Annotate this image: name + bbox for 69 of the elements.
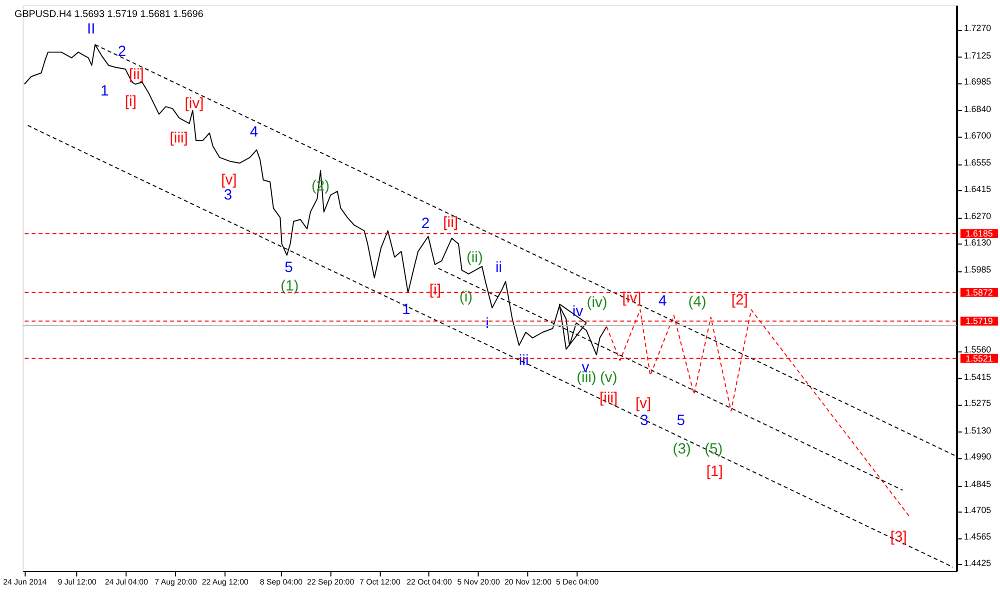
x-tick-label: 7 Oct 12:00 bbox=[359, 577, 401, 586]
y-tick-label: 1.5130 bbox=[964, 425, 992, 436]
ref-line-label: 1.6185 bbox=[966, 228, 993, 239]
annotation: [v] bbox=[221, 172, 237, 189]
y-tick-label: 1.7270 bbox=[964, 23, 992, 34]
x-tick-label: 24 Jun 2014 bbox=[3, 577, 48, 586]
annotation: 2 bbox=[118, 44, 126, 60]
y-tick-label: 1.5415 bbox=[964, 372, 992, 382]
annotation: 5 bbox=[284, 260, 293, 276]
annotation: (5) bbox=[704, 441, 723, 458]
y-tick-label: 1.4425 bbox=[964, 558, 992, 568]
ref-line-label: 1.5719 bbox=[966, 316, 993, 326]
annotation: 5 bbox=[676, 412, 686, 429]
y-tick-label: 1.6700 bbox=[964, 130, 992, 140]
annotation: 4 bbox=[250, 124, 258, 141]
chart-title: GBPUSD.H4 1.5693 1.5719 1.5681 1.5696 bbox=[14, 9, 204, 20]
annotation: (ii) bbox=[466, 250, 483, 266]
annotation: [ii] bbox=[129, 66, 144, 83]
ref-line-label: 1.5521 bbox=[966, 353, 993, 364]
y-tick-label: 1.6130 bbox=[964, 237, 992, 248]
annotation: [2] bbox=[731, 292, 748, 308]
y-tick-label: 1.6270 bbox=[964, 211, 992, 222]
annotation: ii bbox=[495, 260, 502, 276]
x-tick-label: 22 Sep 20:00 bbox=[307, 577, 355, 586]
annotation: [3] bbox=[890, 530, 907, 546]
y-tick-label: 1.5275 bbox=[964, 398, 992, 408]
annotation: (3) bbox=[672, 441, 691, 458]
annotation: [iii] bbox=[170, 130, 188, 147]
x-tick-label: 22 Aug 12:00 bbox=[202, 577, 250, 586]
annotation: II bbox=[87, 22, 96, 38]
x-tick-label: 22 Oct 04:00 bbox=[406, 577, 452, 586]
y-tick-label: 1.5985 bbox=[964, 264, 992, 275]
y-tick-label: 1.6415 bbox=[964, 184, 992, 194]
annotation: [i] bbox=[429, 282, 441, 298]
annotation: [1] bbox=[706, 464, 723, 480]
x-tick-label: 24 Jul 04:00 bbox=[104, 577, 149, 586]
annotation: 1 bbox=[402, 302, 410, 318]
annotation: [v] bbox=[635, 396, 652, 412]
annotation: (4) bbox=[688, 294, 706, 310]
x-tick-label: 20 Nov 12:00 bbox=[504, 577, 552, 586]
annotation: [iii] bbox=[600, 390, 618, 406]
y-tick-label: 1.6840 bbox=[964, 104, 992, 114]
annotation: iv bbox=[572, 304, 584, 320]
annotation: (v) bbox=[600, 370, 618, 386]
y-tick-label: 1.4990 bbox=[964, 452, 992, 462]
annotation: 1 bbox=[100, 83, 109, 100]
annotation: [iv] bbox=[622, 290, 642, 306]
x-tick-label: 7 Aug 20:00 bbox=[154, 577, 198, 586]
y-tick-label: 1.6985 bbox=[964, 76, 992, 87]
annotation: 2 bbox=[421, 216, 430, 232]
y-tick-label: 1.7125 bbox=[964, 50, 992, 60]
annotation: [ii] bbox=[443, 214, 458, 231]
y-tick-label: 1.6555 bbox=[964, 158, 992, 168]
y-tick-label: 1.4565 bbox=[964, 532, 992, 542]
annotation: (iv) bbox=[586, 295, 608, 312]
annotation: (1) bbox=[280, 278, 299, 295]
x-tick-label: 9 Jul 12:00 bbox=[58, 577, 98, 586]
annotation: 4 bbox=[658, 293, 667, 310]
x-tick-label: 5 Nov 20:00 bbox=[457, 577, 501, 586]
y-tick-label: 1.4705 bbox=[964, 505, 992, 516]
annotation: 3 bbox=[224, 187, 232, 204]
y-tick-label: 1.5560 bbox=[964, 344, 992, 355]
y-tick-label: 1.4845 bbox=[964, 478, 992, 489]
x-tick-label: 8 Sep 04:00 bbox=[260, 577, 304, 586]
annotation: [iv] bbox=[184, 96, 204, 112]
ref-line-label: 1.5872 bbox=[966, 287, 993, 298]
annotation: [i] bbox=[124, 94, 136, 110]
x-tick-label: 5 Dec 04:00 bbox=[556, 577, 600, 586]
annotation: (i) bbox=[459, 289, 473, 306]
